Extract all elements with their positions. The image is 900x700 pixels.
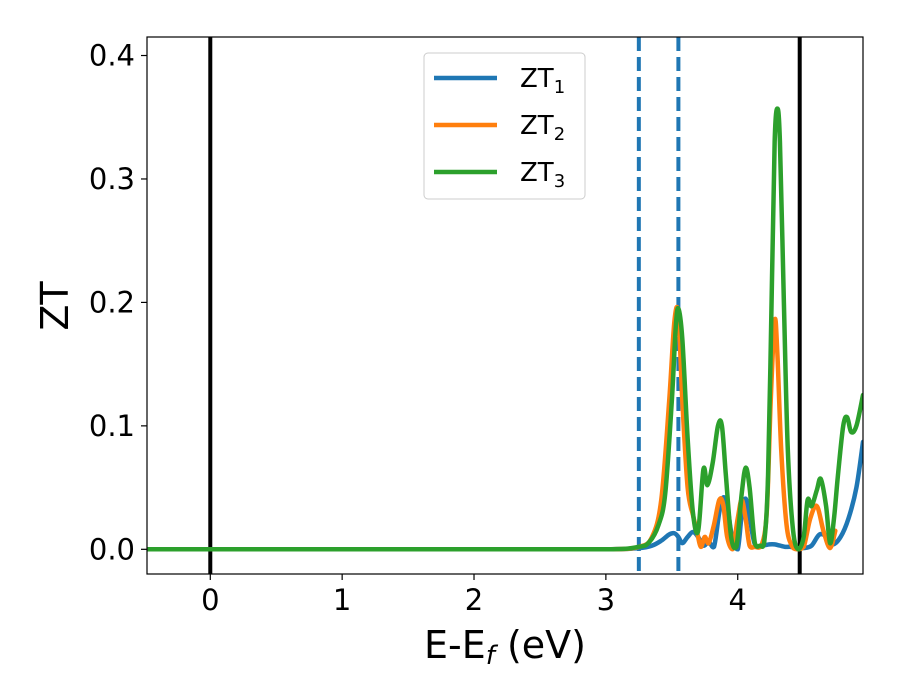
legend-item-2: ZT2: [434, 111, 565, 145]
x-tick-label: 1: [333, 583, 351, 617]
y-tick-label: 0.1: [89, 409, 135, 443]
axes: [146, 36, 864, 575]
legend-label: ZT2: [520, 111, 565, 145]
x-tick-label: 0: [201, 583, 219, 617]
y-axis-label: ZT: [33, 281, 77, 331]
y-tick-label: 0.3: [89, 162, 135, 196]
x-axis-ticks: 0 1 2 3 4: [201, 574, 747, 617]
x-tick-label: 4: [729, 583, 747, 617]
legend-item-1: ZT1: [434, 64, 565, 98]
x-tick-label: 3: [597, 583, 615, 617]
series-lines: [147, 106, 863, 552]
legend-item-3: ZT3: [434, 158, 565, 192]
legend-label: ZT3: [520, 158, 565, 192]
x-axis-label: E-Ef (eV): [424, 623, 586, 671]
y-axis-ticks: 0.0 0.1 0.2 0.3 0.4: [89, 39, 147, 566]
x-tick-label: 2: [465, 583, 483, 617]
axes-frame: [146, 36, 864, 575]
series-line-3: [147, 106, 863, 552]
legend: ZT1 ZT2 ZT3: [423, 52, 586, 200]
y-tick-label: 0.4: [89, 39, 135, 73]
legend-label: ZT1: [520, 64, 565, 98]
legend-box: [423, 52, 586, 200]
y-tick-label: 0.2: [89, 285, 135, 319]
y-tick-label: 0.0: [89, 532, 135, 566]
